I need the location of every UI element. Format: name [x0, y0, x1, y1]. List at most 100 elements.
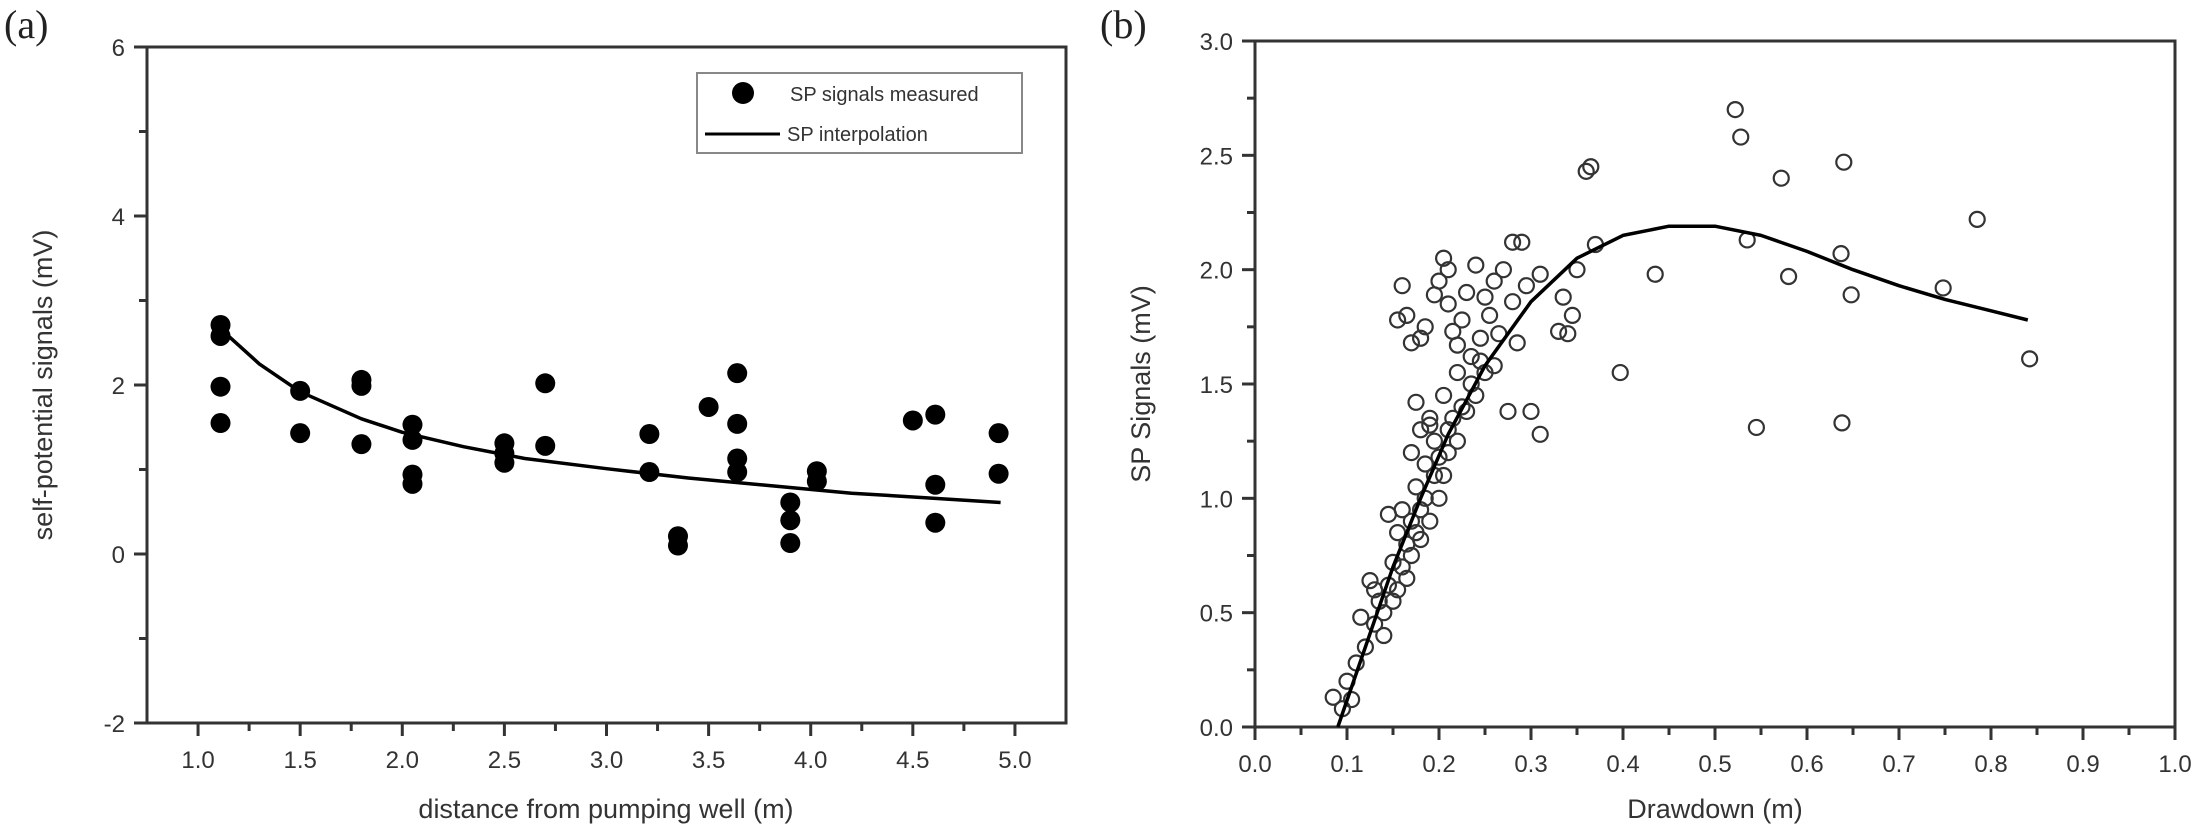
data-point-b: [1407, 393, 1425, 411]
x-tick-label-b: 0.3: [1514, 751, 1547, 778]
panel-label-b: (b): [1100, 2, 1147, 47]
data-point-b: [1503, 233, 1522, 251]
data-point-b: [1398, 306, 1416, 324]
data-point-b: [1411, 530, 1430, 549]
y-axis-title-a: self-potential signals (mV): [28, 230, 58, 541]
data-point-b: [1411, 421, 1430, 439]
legend-box-a: [696, 72, 1023, 154]
data-point-b: [1402, 444, 1421, 462]
data-point-a: [402, 473, 423, 494]
measured-points-b: [1324, 100, 2039, 718]
x-tick-label-a: 2.0: [386, 747, 419, 774]
data-point-a: [988, 423, 1009, 444]
data-point-b: [1439, 261, 1457, 279]
x-tick-label-b: 0.1: [1330, 751, 1363, 778]
data-point-b: [1439, 295, 1457, 313]
y-tick-label-b: 3.0: [1200, 29, 1233, 56]
data-point-b: [1393, 277, 1411, 295]
data-point-b: [1448, 432, 1467, 450]
data-point-b: [1554, 288, 1572, 306]
data-point-a: [727, 363, 748, 384]
data-point-a: [210, 413, 231, 434]
data-point-a: [780, 510, 801, 531]
x-tick-label-b: 0.4: [1606, 751, 1639, 778]
data-point-a: [727, 462, 748, 483]
y-tick-label-b: 2.5: [1200, 143, 1233, 170]
x-tick-label-a: 3.5: [692, 747, 725, 774]
data-point-b: [1457, 283, 1476, 302]
data-point-b: [1467, 256, 1485, 274]
data-point-b: [1503, 293, 1522, 311]
data-point-b: [1934, 279, 1952, 297]
data-point-a: [925, 404, 946, 425]
data-point-b: [1416, 455, 1434, 473]
data-point-b: [1430, 272, 1448, 290]
data-point-b: [1485, 272, 1503, 290]
data-point-b: [2021, 350, 2039, 368]
data-point-b: [1388, 581, 1407, 599]
data-point-b: [1421, 416, 1439, 434]
x-tick-label-a: 4.0: [794, 747, 827, 774]
data-point-b: [1361, 572, 1379, 590]
x-tick-label-b: 0.6: [1790, 751, 1823, 778]
y-tick-label-b: 1.5: [1200, 372, 1233, 399]
data-point-b: [1646, 265, 1664, 283]
data-point-b: [1476, 288, 1494, 306]
data-point-b: [1425, 432, 1444, 450]
data-point-a: [925, 474, 946, 495]
plot-frame-b: [1253, 39, 2177, 729]
data-point-b: [1462, 347, 1480, 366]
x-tick-label-b: 0.8: [1974, 751, 2007, 778]
data-point-b: [1611, 363, 1629, 382]
x-tick-label-b: 0.7: [1882, 751, 1915, 778]
data-point-b: [1421, 409, 1439, 427]
x-axis-ticks-a: 1.0 1.5 2.0 2.5 3.0 3.5 4.0 4.5 5.0: [181, 723, 1032, 774]
x-tick-label-b: 0.5: [1698, 751, 1731, 778]
data-point-a: [290, 380, 311, 401]
series-line-b: [1336, 224, 2029, 728]
data-point-b: [1832, 245, 1850, 263]
data-point-b: [1559, 325, 1577, 343]
data-point-b: [1375, 626, 1393, 645]
x-tick-label-a: 5.0: [998, 747, 1031, 774]
x-tick-label-a: 1.5: [283, 747, 316, 774]
data-point-a: [535, 373, 556, 394]
x-axis-title-a: distance from pumping well (m): [418, 794, 793, 824]
y-tick-label-a: -2: [104, 711, 125, 738]
x-tick-label-a: 1.0: [181, 747, 214, 774]
data-point-b: [1430, 448, 1448, 466]
data-point-b: [1402, 512, 1421, 530]
y-tick-label-b: 2.0: [1200, 258, 1233, 285]
data-point-b: [1531, 425, 1549, 443]
data-point-b: [1430, 489, 1448, 507]
data-point-b: [1835, 153, 1853, 171]
y-axis-ticks-b: 0.0 0.5 1.0 1.5 2.0 2.5 3.0: [1200, 29, 1255, 742]
data-point-b: [1531, 265, 1549, 283]
legend-a: SP signals measured SP interpolation: [696, 72, 1023, 154]
data-point-b: [1779, 267, 1798, 286]
data-point-b: [1434, 249, 1453, 267]
data-point-b: [1384, 592, 1402, 610]
x-tick-label-b: 1.0: [2158, 751, 2191, 778]
data-point-b: [1421, 512, 1439, 530]
data-point-b: [1434, 386, 1453, 405]
data-point-b: [1402, 546, 1421, 565]
data-point-b: [1434, 466, 1453, 485]
panel-a-sp-vs-distance: (a) 1.0 1.5 2.0 2.5 3.0 3.5 4.0 4.5 5.0 -2 0 2 4 6 d…: [4, 2, 1068, 824]
data-point-b: [1747, 418, 1766, 437]
data-point-a: [402, 429, 423, 450]
y-tick-label-a: 0: [112, 542, 125, 569]
data-point-b: [1453, 398, 1471, 416]
data-point-b: [1448, 363, 1467, 382]
data-point-b: [1726, 100, 1744, 119]
data-point-a: [639, 424, 660, 445]
data-point-b: [1402, 334, 1421, 352]
data-point-b: [1582, 158, 1600, 176]
x-tick-label-b: 0.0: [1238, 751, 1271, 778]
data-point-b: [1968, 210, 1986, 228]
data-point-b: [1352, 608, 1370, 626]
data-point-a: [535, 435, 556, 456]
y-tick-label-b: 1.0: [1200, 486, 1233, 513]
data-point-b: [1732, 128, 1750, 146]
